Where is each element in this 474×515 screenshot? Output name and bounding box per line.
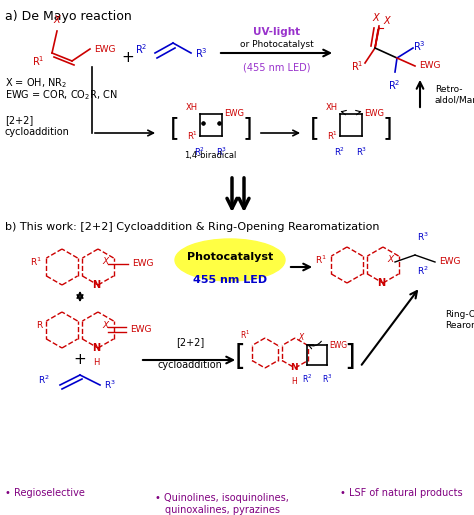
Text: • LSF of natural products: • LSF of natural products	[340, 488, 463, 498]
Text: EWG: EWG	[130, 324, 152, 334]
Text: (455 nm LED): (455 nm LED)	[243, 62, 311, 72]
Text: 1,4-biradical: 1,4-biradical	[184, 151, 236, 160]
Text: R$^3$: R$^3$	[195, 46, 208, 60]
Text: R$^3$: R$^3$	[413, 39, 426, 53]
Text: H: H	[291, 377, 297, 386]
Text: UV-light: UV-light	[254, 27, 301, 37]
Text: XH: XH	[326, 103, 338, 112]
Text: X: X	[387, 255, 393, 265]
Text: EWG: EWG	[419, 61, 440, 71]
Text: • Quinolines, isoquinolines,: • Quinolines, isoquinolines,	[155, 493, 289, 503]
Ellipse shape	[175, 239, 285, 281]
Text: R$^3$: R$^3$	[217, 146, 228, 159]
Text: 455 nm LED: 455 nm LED	[193, 275, 267, 285]
Text: N: N	[92, 343, 100, 353]
Text: ]: ]	[345, 343, 356, 371]
Text: N: N	[290, 363, 298, 371]
Text: R$^3$: R$^3$	[356, 146, 368, 159]
Text: quinoxalines, pyrazines: quinoxalines, pyrazines	[165, 505, 280, 515]
Text: XH: XH	[186, 103, 198, 112]
Text: R$^2$: R$^2$	[335, 146, 346, 159]
Text: X: X	[298, 333, 303, 341]
Text: H: H	[93, 358, 99, 367]
Text: [: [	[170, 116, 180, 140]
Text: R$^2$: R$^2$	[388, 78, 400, 92]
Text: Ring-Opening
Rearomatization: Ring-Opening Rearomatization	[445, 311, 474, 330]
Text: R: R	[36, 320, 42, 330]
Text: X: X	[102, 320, 108, 330]
Text: EWG: EWG	[329, 340, 347, 350]
Text: R$^2$: R$^2$	[135, 42, 147, 56]
Text: R$^1$: R$^1$	[240, 329, 250, 341]
Text: cycloaddition: cycloaddition	[157, 360, 222, 370]
Text: R$^1$: R$^1$	[31, 54, 44, 68]
Text: R$^3$: R$^3$	[417, 231, 429, 243]
Text: b) This work: [2+2] Cycloaddition & Ring-Opening Rearomatization: b) This work: [2+2] Cycloaddition & Ring…	[5, 222, 380, 232]
Text: +: +	[122, 49, 134, 64]
Text: X: X	[373, 13, 379, 23]
Text: R$^1$: R$^1$	[187, 130, 198, 142]
Text: Photocatalyst: Photocatalyst	[187, 252, 273, 262]
Text: [2+2]: [2+2]	[176, 337, 204, 347]
Text: EWG: EWG	[439, 258, 461, 266]
Text: Retro-
aldol/Mannich: Retro- aldol/Mannich	[435, 85, 474, 105]
Text: EWG: EWG	[364, 110, 384, 118]
Text: R$^2$: R$^2$	[194, 146, 206, 159]
Text: N: N	[377, 278, 385, 288]
Text: X: X	[54, 15, 60, 25]
Text: a) De Mayo reaction: a) De Mayo reaction	[5, 10, 132, 23]
Text: X: X	[102, 258, 108, 266]
Text: R$^2$: R$^2$	[417, 265, 429, 278]
Text: cycloaddition: cycloaddition	[5, 127, 70, 137]
Text: [: [	[310, 116, 320, 140]
Text: N: N	[92, 280, 100, 290]
Text: or Photocatalyst: or Photocatalyst	[240, 40, 314, 49]
Text: R$^1$: R$^1$	[327, 130, 338, 142]
Text: R$^2$: R$^2$	[302, 373, 312, 385]
Text: [: [	[235, 343, 246, 371]
Text: R$^2$: R$^2$	[38, 374, 50, 386]
Text: +: +	[73, 352, 86, 368]
Text: ]: ]	[242, 116, 252, 140]
Text: [2+2]: [2+2]	[5, 115, 33, 125]
Text: X: X	[383, 16, 390, 26]
Text: R$^1$: R$^1$	[30, 256, 42, 268]
Text: EWG: EWG	[224, 110, 244, 118]
Text: R$^1$: R$^1$	[350, 59, 363, 73]
Text: EWG = COR, CO$_2$R, CN: EWG = COR, CO$_2$R, CN	[5, 88, 118, 102]
Text: R$^1$: R$^1$	[315, 254, 327, 266]
Text: EWG: EWG	[132, 260, 154, 268]
Text: • Regioselective: • Regioselective	[5, 488, 85, 498]
Text: X = OH, NR$_2$: X = OH, NR$_2$	[5, 76, 66, 90]
Text: R$^3$: R$^3$	[322, 373, 332, 385]
Text: EWG: EWG	[94, 44, 116, 54]
Text: ]: ]	[382, 116, 392, 140]
Text: R$^3$: R$^3$	[104, 379, 116, 391]
